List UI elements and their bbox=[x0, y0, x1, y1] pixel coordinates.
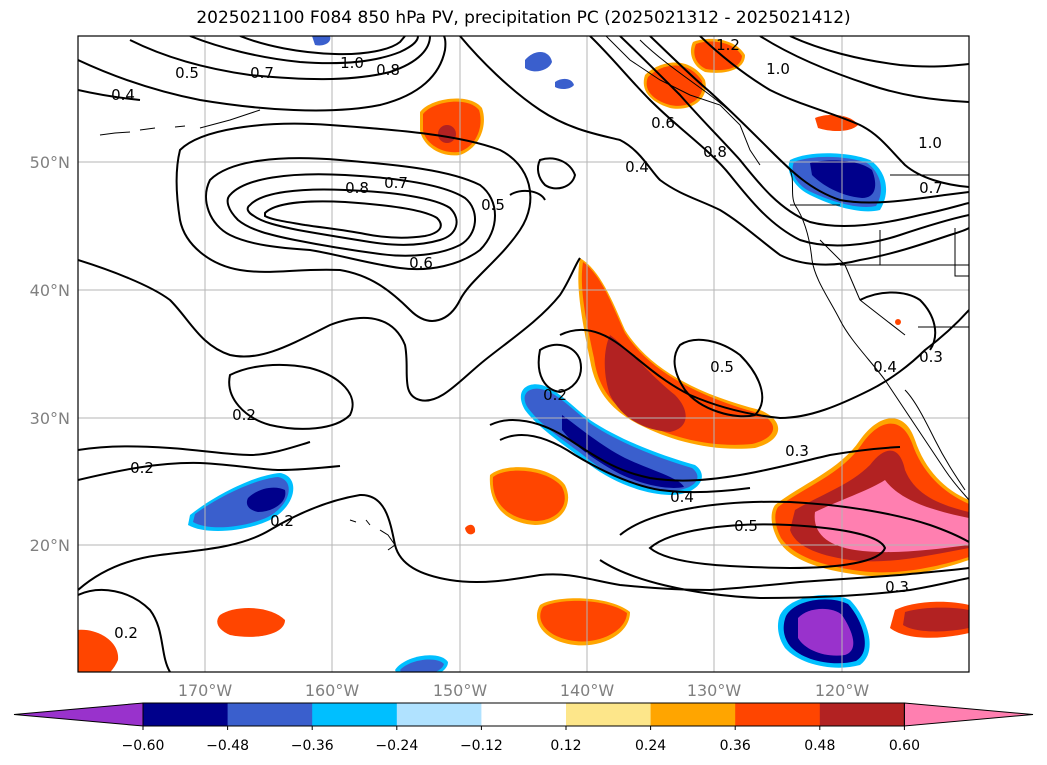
colorbar: −0.60 −0.48 −0.36 −0.24 −0.12 0.12 0.24 0.36 0.4… bbox=[13, 702, 1034, 754]
colorbar-segment bbox=[819, 703, 905, 726]
contour-label: 0.5 bbox=[734, 517, 758, 535]
gridlines bbox=[78, 36, 969, 672]
contour-label: 1.0 bbox=[766, 60, 790, 78]
lon-label: 150°W bbox=[433, 681, 488, 700]
colorbar-extend-right bbox=[903, 702, 1034, 727]
colorbar-segment bbox=[735, 703, 821, 726]
map-title: 2025021100 F084 850 hPa PV, precipitatio… bbox=[196, 8, 851, 28]
contour-label: 0.5 bbox=[175, 64, 199, 82]
lon-labels: 170°W 160°W 150°W 140°W 130°W 120°W bbox=[178, 681, 870, 700]
colorbar-segment bbox=[650, 703, 736, 726]
contour-label: 0.3 bbox=[919, 348, 943, 366]
colorbar-tick-label: −0.12 bbox=[460, 738, 503, 754]
contour-label: 0.6 bbox=[409, 254, 433, 272]
colorbar-segment bbox=[481, 703, 567, 726]
colorbar-segment bbox=[227, 703, 313, 726]
colorbar-tick-label: 0.48 bbox=[804, 738, 835, 754]
contour-label: 1.2 bbox=[716, 36, 740, 54]
contour-labels: 0.5 0.7 1.0 0.8 1.2 1.0 0.4 0.6 0.8 0.4 … bbox=[111, 36, 943, 642]
lon-label: 120°W bbox=[815, 681, 870, 700]
contour-label: 0.2 bbox=[543, 386, 567, 404]
contour-label: 0.5 bbox=[481, 196, 505, 214]
pv-contours bbox=[78, 36, 969, 672]
contour-label: 0.3 bbox=[785, 442, 809, 460]
colorbar-tick-label: −0.24 bbox=[375, 738, 418, 754]
colorbar-tick-label: −0.36 bbox=[291, 738, 334, 754]
contour-label: 0.2 bbox=[130, 459, 154, 477]
colorbar-segment bbox=[312, 703, 398, 726]
lat-label: 40°N bbox=[30, 281, 70, 300]
colorbar-tick-label: 0.12 bbox=[550, 738, 581, 754]
lon-label: 130°W bbox=[687, 681, 742, 700]
contour-label: 1.0 bbox=[918, 134, 942, 152]
map-frame bbox=[77, 35, 970, 673]
lat-label: 50°N bbox=[30, 153, 70, 172]
lat-label: 20°N bbox=[30, 536, 70, 555]
lat-label: 30°N bbox=[30, 409, 70, 428]
contour-label: 0.6 bbox=[651, 114, 675, 132]
lon-label: 160°W bbox=[305, 681, 360, 700]
colorbar-tick-label: 0.36 bbox=[720, 738, 751, 754]
colorbar-extend-left bbox=[13, 702, 144, 727]
contour-label: 0.8 bbox=[345, 179, 369, 197]
contour-label: 0.3 bbox=[885, 578, 909, 596]
colorbar-tick-label: 0.60 bbox=[889, 738, 920, 754]
contour-label: 0.2 bbox=[232, 406, 256, 424]
contour-label: 0.2 bbox=[270, 512, 294, 530]
map-panel: 0.5 0.7 1.0 0.8 1.2 1.0 0.4 0.6 0.8 0.4 … bbox=[78, 36, 969, 672]
lon-label: 140°W bbox=[560, 681, 615, 700]
contour-label: 0.4 bbox=[111, 86, 135, 104]
colorbar-tick-label: 0.24 bbox=[635, 738, 666, 754]
colorbar-tick-label: −0.60 bbox=[122, 738, 165, 754]
contour-label: 0.4 bbox=[625, 158, 649, 176]
precip-shading bbox=[78, 36, 969, 672]
lon-label: 170°W bbox=[178, 681, 233, 700]
contour-label: 0.8 bbox=[376, 61, 400, 79]
colorbar-tick-label: −0.48 bbox=[206, 738, 249, 754]
colorbar-segment bbox=[396, 703, 482, 726]
colorbar-frame bbox=[142, 702, 905, 727]
contour-label: 0.2 bbox=[114, 624, 138, 642]
colorbar-segment bbox=[143, 703, 229, 726]
contour-label: 1.0 bbox=[340, 54, 364, 72]
lat-labels: 50°N 40°N 30°N 20°N bbox=[30, 153, 70, 555]
contour-label: 0.7 bbox=[384, 174, 408, 192]
contour-label: 0.5 bbox=[710, 358, 734, 376]
colorbar-segment bbox=[566, 703, 652, 726]
contour-label: 0.4 bbox=[670, 488, 694, 506]
contour-label: 0.7 bbox=[250, 64, 274, 82]
contour-label: 0.8 bbox=[703, 143, 727, 161]
contour-label: 0.4 bbox=[873, 358, 897, 376]
contour-label: 0.7 bbox=[919, 179, 943, 197]
